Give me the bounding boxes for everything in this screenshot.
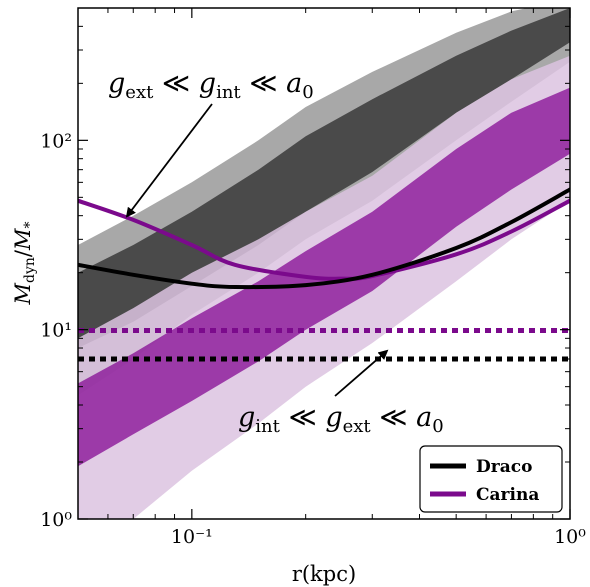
plot-frame: [77, 7, 571, 520]
series-line-carina: [78, 198, 570, 281]
annotation-label-2: gint ≪ gext ≪ a0: [238, 402, 444, 437]
x-tick-label: 10⁰: [554, 526, 586, 548]
band-draco-inner: [78, 8, 570, 348]
y-tick-label: 10²: [40, 130, 72, 152]
legend-label-carina: Carina: [476, 485, 539, 505]
x-axis-label: r(kpc): [292, 562, 356, 586]
legend: Draco Carina: [419, 445, 563, 513]
annotation-arrow-2: [334, 349, 389, 397]
axis-ticks: 10⁻¹ 10⁰ 10⁰ 10¹ 10²: [40, 8, 586, 548]
y-tick-label: 10⁰: [40, 509, 72, 531]
y-tick-label: 10¹: [40, 320, 72, 342]
x-tick-label: 10⁻¹: [171, 526, 213, 548]
y-axis-label: Mdyn/M*: [11, 222, 38, 306]
series-line-draco: [78, 187, 570, 290]
annotation-label-1: gext ≪ gint ≪ a0: [108, 68, 314, 103]
annotation-arrow-1: [125, 103, 213, 218]
annotations: gext ≪ gint ≪ a0 gint ≪ gext ≪ a0: [108, 68, 444, 437]
legend-label-draco: Draco: [476, 457, 532, 477]
data-lines: [78, 187, 570, 362]
